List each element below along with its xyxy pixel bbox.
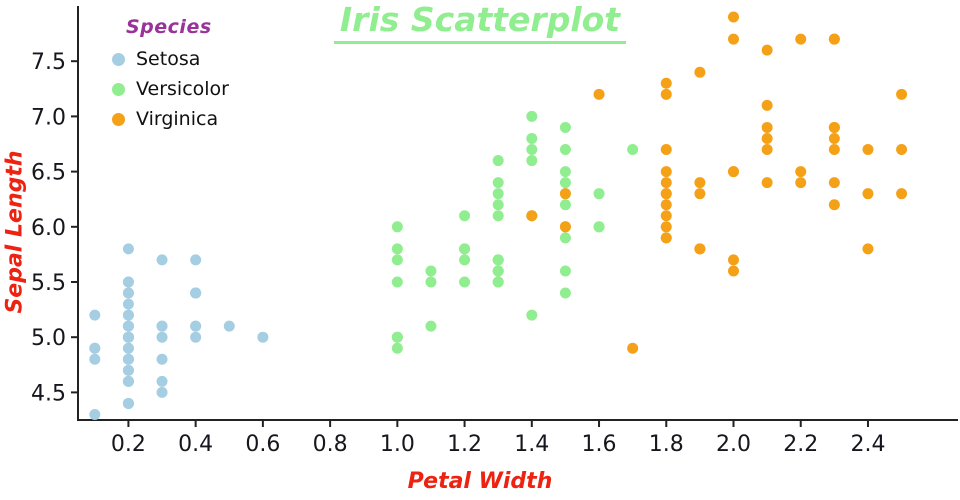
svg-text:7.5: 7.5 xyxy=(31,50,66,75)
svg-text:2.4: 2.4 xyxy=(850,432,885,457)
svg-text:6.0: 6.0 xyxy=(31,216,66,241)
legend-title: Species xyxy=(126,16,212,38)
svg-text:1.0: 1.0 xyxy=(380,432,415,457)
svg-text:0.8: 0.8 xyxy=(313,432,348,457)
svg-text:0.6: 0.6 xyxy=(245,432,280,457)
svg-text:0.4: 0.4 xyxy=(178,432,213,457)
svg-text:0.2: 0.2 xyxy=(111,432,146,457)
svg-text:7.0: 7.0 xyxy=(31,105,66,130)
legend-label-setosa: Setosa xyxy=(136,48,201,70)
x-axis-label: Petal Width xyxy=(407,469,553,494)
setosa-dot-icon xyxy=(112,52,125,66)
svg-text:2.2: 2.2 xyxy=(783,432,818,457)
legend-label-virginica: Virginica xyxy=(136,108,219,130)
y-axis-label: Sepal Length xyxy=(2,150,28,314)
virginica-dot-icon xyxy=(112,112,125,126)
svg-text:1.4: 1.4 xyxy=(514,432,549,457)
svg-text:5.0: 5.0 xyxy=(31,326,66,351)
svg-text:5.5: 5.5 xyxy=(31,271,66,296)
legend-item-setosa: Setosa xyxy=(112,48,229,70)
versicolor-dot-icon xyxy=(112,82,125,96)
svg-text:4.5: 4.5 xyxy=(31,381,66,406)
svg-text:1.2: 1.2 xyxy=(447,432,482,457)
svg-text:6.5: 6.5 xyxy=(31,161,66,186)
svg-text:1.6: 1.6 xyxy=(582,432,617,457)
svg-text:1.8: 1.8 xyxy=(649,432,684,457)
legend-label-versicolor: Versicolor xyxy=(136,78,229,100)
legend: Species Setosa Versicolor Virginica xyxy=(112,16,229,138)
svg-text:2.0: 2.0 xyxy=(716,432,751,457)
legend-item-versicolor: Versicolor xyxy=(112,78,229,100)
legend-item-virginica: Virginica xyxy=(112,108,229,130)
